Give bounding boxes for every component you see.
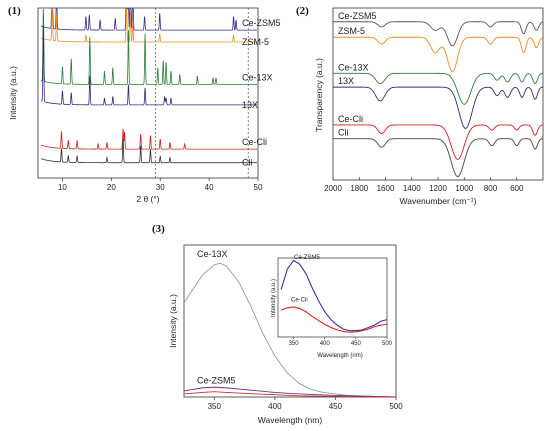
ftir-series-label: ZSM-5 <box>338 26 365 36</box>
pl-plot-frame <box>183 244 397 398</box>
xrd-series-line <box>40 8 258 43</box>
pl-inset-frame <box>277 257 388 338</box>
inset-x-tick-label: 350 <box>289 341 300 347</box>
ftir-y-axis-label: Transparency (a.u.) <box>314 58 324 132</box>
ftir-series-line <box>333 138 544 177</box>
xrd-chart: Ce-ZSM5 ZSM-5 Ce-13X 13X Ce-Cli Cli 10 20 30 40 5… <box>8 7 281 204</box>
inset-series-line <box>280 259 388 332</box>
xrd-plot-frame <box>37 7 259 179</box>
xrd-series-line <box>40 8 258 31</box>
inset-series-label: Ce-ZSM5 <box>294 255 320 261</box>
inset-series-label: Ce-Cli <box>291 297 308 303</box>
ftir-x-axis-label: Wavenumber (cm⁻¹) <box>400 196 477 206</box>
ftir-series-line <box>333 124 544 160</box>
panel-label-1: (1) <box>8 5 21 17</box>
xrd-series-label: ZSM-5 <box>242 37 269 47</box>
xrd-series-label: Ce-Cli <box>242 137 267 147</box>
ftir-x-tick-label: 1600 <box>377 184 395 193</box>
ftir-series-line <box>333 86 544 129</box>
pl-series-line <box>183 391 397 398</box>
ftir-x-tick-label: 1800 <box>350 184 368 193</box>
inset-y-axis-label: Intensity (a.u.) <box>271 279 277 317</box>
xrd-series-line <box>40 8 258 85</box>
ftir-series-line <box>333 21 544 47</box>
ftir-x-tick-label: 800 <box>484 184 498 193</box>
panel-label-2: (2) <box>296 5 309 17</box>
xrd-series-label: Cli <box>242 158 253 168</box>
inset-x-tick-label: 450 <box>351 341 362 347</box>
ftir-x-tick-label: 2000 <box>324 184 342 193</box>
ftir-series-line <box>333 72 544 105</box>
ftir-series-line <box>333 36 544 73</box>
pl-x-tick-label: 450 <box>329 402 343 411</box>
xrd-x-tick-label: 30 <box>156 183 165 192</box>
ftir-series-label: Ce-ZSM5 <box>338 11 377 21</box>
xrd-y-axis-label: Intensity (a.u.) <box>8 66 18 120</box>
ftir-x-tick-label: 1200 <box>429 184 447 193</box>
xrd-x-tick-label: 40 <box>205 183 214 192</box>
xrd-series-line <box>40 25 258 106</box>
xrd-series-label: Ce-ZSM5 <box>242 18 281 28</box>
panel-label-3: (3) <box>152 223 165 235</box>
xrd-x-tick-label: 20 <box>107 183 116 192</box>
pl-x-tick-label: 500 <box>389 402 403 411</box>
xrd-x-axis-label: 2 θ (°) <box>136 194 159 204</box>
pl-series-label: Ce-ZSM5 <box>197 375 236 385</box>
ftir-chart: Ce-ZSM5 ZSM-5 Ce-13X 13X Ce-Cli Cli 2000 1800 1… <box>314 7 544 206</box>
ftir-series-label: Ce-Cli <box>338 114 363 124</box>
ftir-x-tick-label: 600 <box>510 184 524 193</box>
xrd-series-line <box>40 128 258 150</box>
pl-series-label: Ce-13X <box>197 249 228 259</box>
ftir-x-tick-label: 1000 <box>455 184 473 193</box>
ftir-series-label: Cli <box>338 128 349 138</box>
pl-inset-chart: Ce-ZSM5 Ce-Cli 350 400 450 500 Wavelength (n… <box>271 255 393 359</box>
pl-y-axis-label: Intensity (a.u.) <box>168 294 178 348</box>
pl-x-tick-label: 350 <box>208 402 222 411</box>
ftir-series-label: Ce-13X <box>338 62 369 72</box>
xrd-x-tick-label: 10 <box>58 183 67 192</box>
inset-x-axis-label: Wavelength (nm) <box>317 353 362 359</box>
xrd-x-tick-label: 50 <box>254 183 263 192</box>
pl-series-line <box>183 386 397 398</box>
xrd-series-label: Ce-13X <box>242 73 273 83</box>
ftir-x-tick-label: 1400 <box>403 184 421 193</box>
inset-series-line <box>280 306 388 333</box>
pl-x-tick-label: 400 <box>268 402 282 411</box>
pl-series-line <box>183 262 397 398</box>
ftir-series-label: 13X <box>338 76 354 86</box>
inset-x-tick-label: 500 <box>382 341 393 347</box>
xrd-series-line <box>40 138 258 164</box>
pl-chart: Ce-13X Ce-ZSM5 350 400 450 500 Wavelength (n… <box>168 244 403 425</box>
inset-x-tick-label: 400 <box>320 341 331 347</box>
pl-x-axis-label: Wavelength (nm) <box>258 415 323 425</box>
xrd-series-label: 13X <box>242 100 258 110</box>
